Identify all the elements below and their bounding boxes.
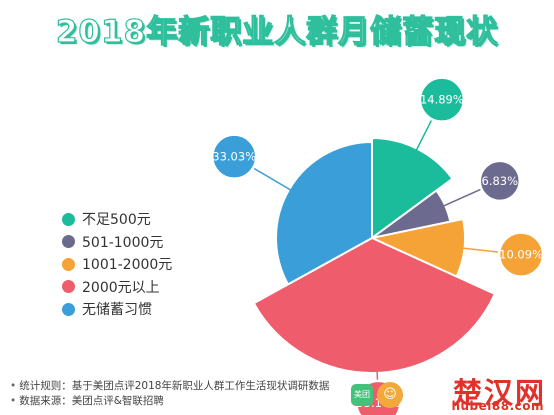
data-label-3: 10.09%: [499, 248, 543, 262]
legend-item-2: 501-1000元: [62, 231, 172, 254]
meituan-logo: 美团: [351, 384, 373, 406]
chart-title: 2018年新职业人群月储蓄现状: [55, 13, 499, 50]
footnote-rule: • 统计规则：基于美团点评2018年新职业人群工作生活现状调研数据: [10, 380, 330, 392]
footnote-source: • 数据来源：美团点评&智联招聘: [10, 395, 164, 407]
legend-item-1: 不足500元: [62, 208, 172, 231]
callout-bubble-3: [497, 231, 545, 278]
data-label-2: 6.83%: [482, 174, 519, 188]
footnotes: • 统计规则：基于美团点评2018年新职业人群工作生活现状调研数据 • 数据来源：美…: [10, 379, 329, 409]
legend-item-4: 2000元以上: [62, 276, 172, 299]
watermark: 美团 ☺ 楚汉网 hubei88.com: [351, 372, 546, 414]
watermark-text: 楚汉网: [452, 376, 546, 410]
callout-bubble-2: [478, 159, 522, 203]
legend-label-3: 1001-2000元: [82, 257, 173, 274]
legend-item-5: 无储蓄习惯: [62, 298, 172, 321]
legend-label-4: 2000元以上: [82, 279, 160, 296]
footnote-source-text: 数据来源：美团点评&智联招聘: [19, 395, 164, 407]
legend-label-5: 无储蓄习惯: [82, 302, 152, 319]
legend-swatch-5: [62, 302, 75, 316]
data-label-5: 33.03%: [212, 150, 256, 164]
callout-bubble-1: [418, 76, 466, 123]
legend-item-3: 1001-2000元: [62, 253, 172, 276]
legend-swatch-3: [62, 257, 75, 271]
legend-swatch-4: [62, 280, 75, 294]
legend-label-2: 501-1000元: [82, 234, 164, 251]
footnote-rule-text: 统计规则：基于美团点评2018年新职业人群工作生活现状调研数据: [19, 380, 330, 392]
watermark-url: hubei88.com: [451, 399, 544, 413]
legend-label-1: 不足500元: [82, 212, 151, 229]
legend-swatch-2: [62, 235, 75, 249]
mascot-icon: ☺: [377, 382, 403, 408]
legend: 不足500元 501-1000元 1001-2000元 2000元以上 无储蓄习惯: [62, 208, 172, 321]
pie-slices: [252, 136, 497, 374]
legend-swatch-1: [62, 212, 75, 226]
callout-bubble-5: [210, 133, 258, 180]
data-label-1: 14.89%: [420, 93, 464, 107]
